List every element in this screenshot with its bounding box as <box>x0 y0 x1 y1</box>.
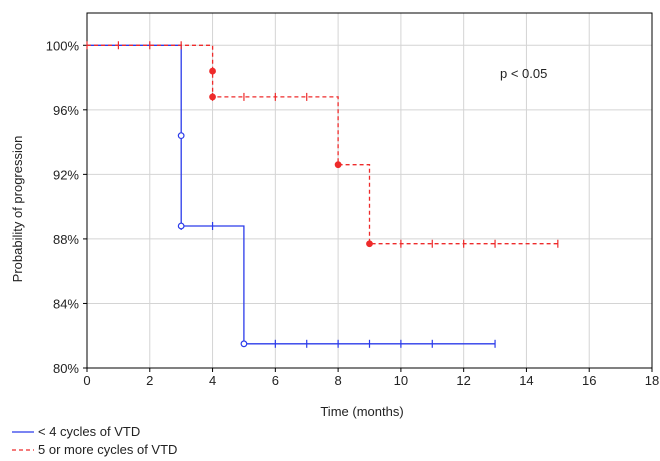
event-marker <box>177 132 185 140</box>
y-tick-label: 92% <box>53 167 79 182</box>
plot-frame <box>86 12 653 369</box>
event-marker <box>209 67 216 75</box>
x-axis-title: Time (months) <box>320 404 403 419</box>
x-tick-label: 8 <box>334 373 341 388</box>
y-tick-label: 88% <box>53 232 79 247</box>
series-line <box>87 44 558 245</box>
y-tick-label: 100% <box>46 38 80 53</box>
y-tick-label: 80% <box>53 361 79 376</box>
y-tick-label: 84% <box>53 296 79 311</box>
x-tick-label: 4 <box>209 373 216 388</box>
series-2 <box>86 41 559 248</box>
series-line <box>87 44 496 345</box>
y-axis-title: Probability of progression <box>10 136 25 283</box>
legend: < 4 cycles of VTD 5 or more cycles of VTD <box>12 424 177 457</box>
annotation-text: p < 0.05 <box>500 66 547 81</box>
legend-label: < 4 cycles of VTD <box>38 424 140 439</box>
event-marker <box>177 222 185 230</box>
x-tick-label: 2 <box>146 373 153 388</box>
x-tick-label: 12 <box>456 373 470 388</box>
event-marker <box>209 93 216 101</box>
y-tick-label: 96% <box>53 103 79 118</box>
legend-label: 5 or more cycles of VTD <box>38 442 177 457</box>
series-1 <box>87 44 496 348</box>
event-marker <box>334 161 342 169</box>
x-tick-label: 18 <box>645 373 659 388</box>
x-tick-label: 0 <box>83 373 90 388</box>
event-marker <box>240 340 248 348</box>
x-tick-label: 6 <box>272 373 279 388</box>
x-tick-label: 16 <box>582 373 596 388</box>
x-tick-label: 10 <box>394 373 408 388</box>
event-marker <box>366 240 373 248</box>
axis-ticks: 0 2 4 6 8 10 12 14 16 18 80% 84% 88% 92% 96% 100% <box>46 38 659 388</box>
x-tick-label: 14 <box>519 373 533 388</box>
series-layer <box>86 41 559 348</box>
